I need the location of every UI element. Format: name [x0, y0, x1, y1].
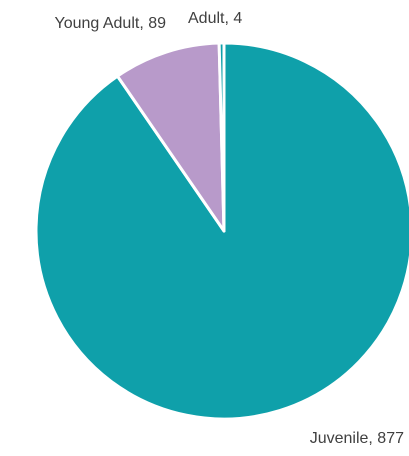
pie-data-labels: Juvenile, 877 Young Adult, 89 Adult, 4 [54, 10, 404, 447]
data-label-juvenile: Juvenile, 877 [310, 430, 404, 447]
data-label-adult: Adult, 4 [188, 10, 242, 27]
pie-slice-young-adult [115, 41, 226, 233]
pie-slices [34, 41, 409, 421]
pie-slice-adult [217, 41, 226, 233]
data-label-young-adult: Young Adult, 89 [54, 15, 166, 32]
